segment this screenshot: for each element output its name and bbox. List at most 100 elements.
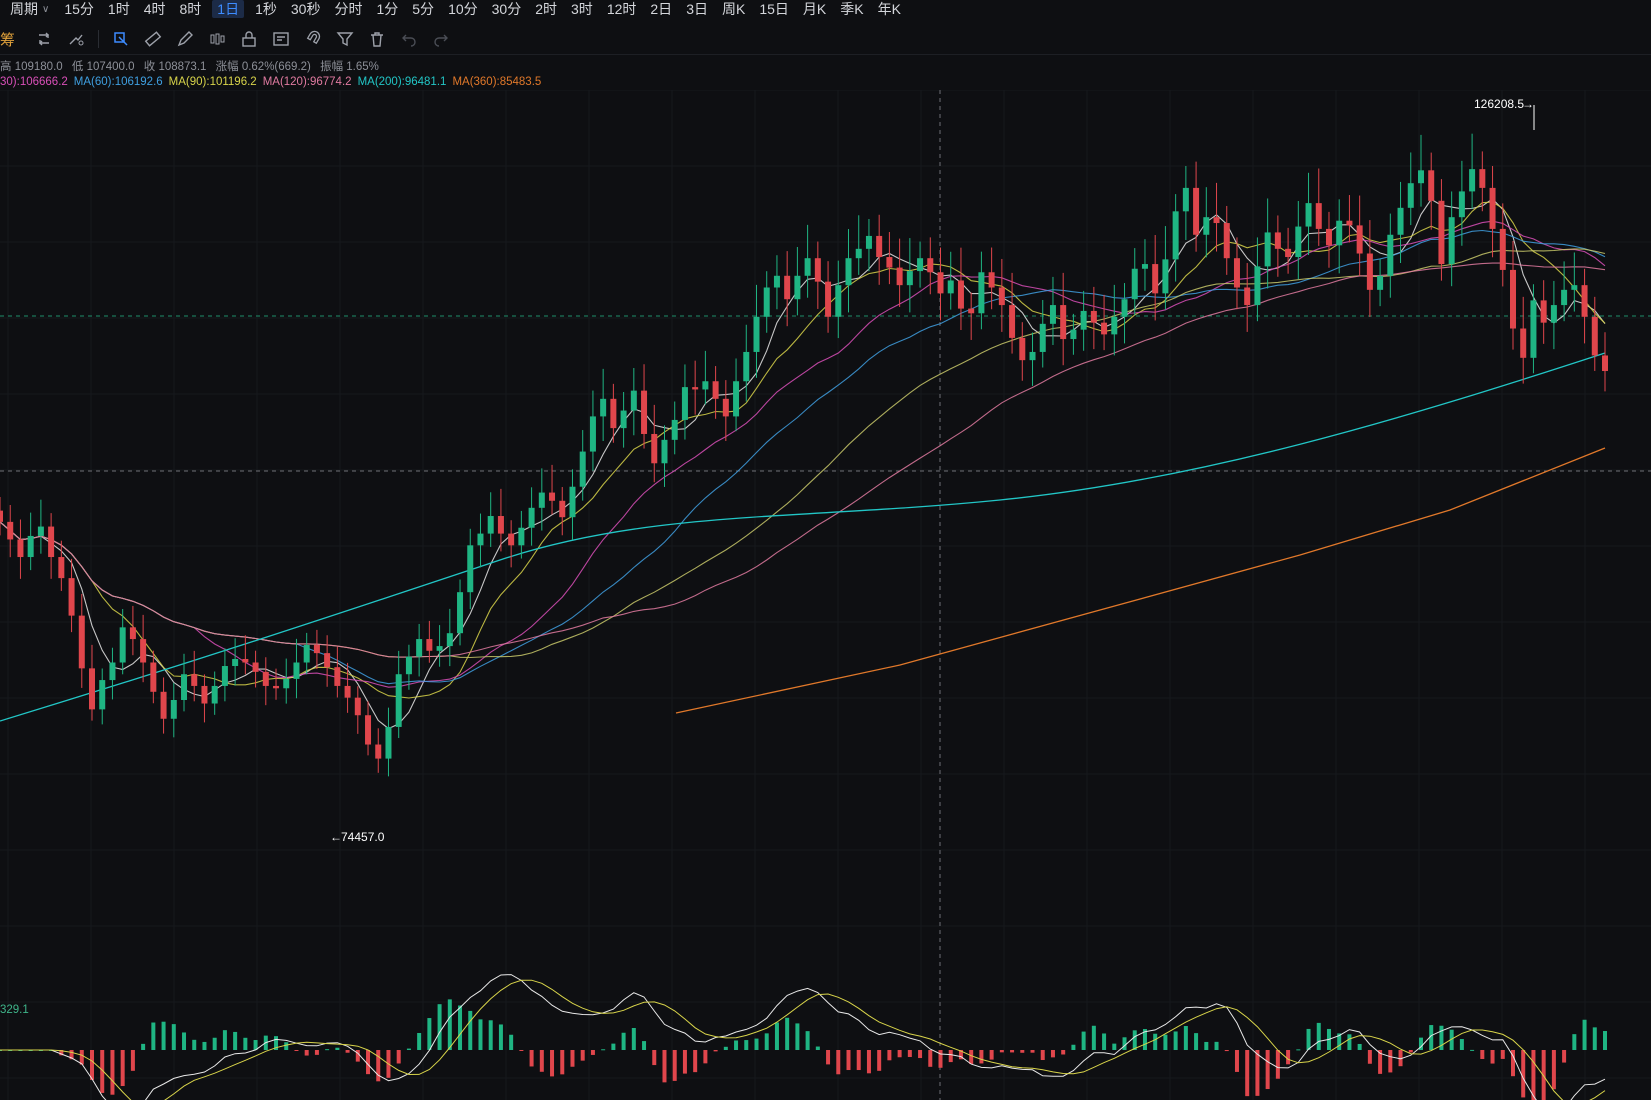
macd-bar xyxy=(652,1050,657,1066)
candle-body xyxy=(978,272,985,314)
macd-bar xyxy=(672,1050,677,1081)
candle-body xyxy=(538,492,545,508)
ma-line xyxy=(0,229,1606,685)
macd-bar xyxy=(969,1050,974,1064)
period-item[interactable]: 12时 xyxy=(606,1,637,17)
period-item[interactable]: 15分 xyxy=(64,1,94,17)
candle-body xyxy=(784,275,791,300)
chips-label[interactable]: 筹 xyxy=(0,31,14,49)
period-item[interactable]: 10分 xyxy=(448,1,478,17)
macd-bar xyxy=(958,1050,963,1060)
low-marker-arrow: ← xyxy=(330,830,342,844)
period-item[interactable]: 30秒 xyxy=(290,1,321,17)
macd-bar xyxy=(1214,1041,1219,1050)
candle-body xyxy=(1417,170,1424,184)
macd-bar xyxy=(682,1050,687,1074)
macd-bar xyxy=(202,1041,207,1050)
candle-body xyxy=(191,674,198,686)
period-item[interactable]: 5分 xyxy=(412,1,435,17)
macd-bar xyxy=(795,1023,800,1050)
candle-body xyxy=(569,486,576,518)
candle-icon[interactable] xyxy=(201,26,233,52)
macd-bar xyxy=(222,1030,227,1050)
candle-body xyxy=(181,674,188,700)
period-item[interactable]: 年K xyxy=(877,1,901,17)
macd-bar xyxy=(1418,1037,1423,1050)
ma-line xyxy=(0,248,1606,659)
undo-icon[interactable] xyxy=(393,26,425,52)
ma-legend-item: MA(90):101196.2 xyxy=(168,76,257,88)
refresh-icon[interactable] xyxy=(28,26,60,52)
period-dropdown[interactable]: 周期 ∨ xyxy=(10,0,49,19)
candle-body xyxy=(150,662,157,692)
period-item[interactable]: 1日 xyxy=(212,0,245,18)
candle-body xyxy=(293,662,300,679)
candle-body xyxy=(1479,169,1486,188)
ruler-icon[interactable] xyxy=(137,26,169,52)
candle-body xyxy=(1315,203,1322,229)
period-item[interactable]: 2时 xyxy=(535,1,558,17)
candle-body xyxy=(896,267,903,286)
candle-body xyxy=(129,627,136,640)
period-item[interactable]: 4时 xyxy=(143,1,166,17)
period-item[interactable]: 3日 xyxy=(686,1,708,17)
pen-icon[interactable] xyxy=(169,26,201,52)
magnet-icon[interactable] xyxy=(297,26,329,52)
settings-icon[interactable] xyxy=(60,26,92,52)
macd-bar xyxy=(1429,1025,1434,1050)
candle-body xyxy=(99,680,106,710)
candle-body xyxy=(395,674,402,727)
template-icon[interactable] xyxy=(265,26,297,52)
macd-bar xyxy=(1347,1034,1352,1050)
macd-bar xyxy=(478,1019,483,1050)
period-item[interactable]: 30分 xyxy=(491,1,522,17)
filter-icon[interactable] xyxy=(329,26,361,52)
period-item[interactable]: 3时 xyxy=(571,1,593,17)
delete-icon[interactable] xyxy=(361,26,393,52)
period-item[interactable]: 8时 xyxy=(179,1,202,17)
candle-body xyxy=(733,381,740,417)
macd-bar xyxy=(907,1050,912,1057)
period-item[interactable]: 1时 xyxy=(107,1,130,17)
candle-body xyxy=(201,685,208,704)
macd-bar xyxy=(274,1036,279,1050)
box-select-icon[interactable] xyxy=(105,26,137,52)
macd-bar xyxy=(1245,1050,1250,1097)
candle-body xyxy=(651,433,658,464)
candle-body xyxy=(1172,211,1179,260)
lock-icon[interactable] xyxy=(233,26,265,52)
candle-body xyxy=(7,521,14,540)
price-chart[interactable]: 126208.5 74457.0 ← → 329.1 xyxy=(0,90,1651,1100)
ohlc-info: 高 109180.0 低 107400.0 收 108873.1 涨幅 0.62… xyxy=(0,58,385,74)
period-item[interactable]: 季K xyxy=(840,1,864,17)
candle-body xyxy=(681,387,688,420)
macd-bar xyxy=(1234,1050,1239,1072)
macd-bar xyxy=(948,1050,953,1063)
period-item[interactable]: 15日 xyxy=(759,1,789,17)
candle-body xyxy=(1121,299,1128,317)
macd-bar xyxy=(1337,1033,1342,1050)
chart-canvas[interactable]: 126208.5 74457.0 ← → xyxy=(0,90,1651,1100)
candle-body xyxy=(324,653,331,668)
period-item[interactable]: 2日 xyxy=(650,1,673,17)
candle-body xyxy=(835,285,842,317)
macd-bar xyxy=(417,1032,422,1050)
candle-body xyxy=(825,281,832,317)
period-item[interactable]: 分时 xyxy=(334,1,363,17)
candle-body xyxy=(1244,287,1251,306)
macd-bar xyxy=(580,1050,585,1061)
period-item[interactable]: 月K xyxy=(802,1,827,17)
macd-bar xyxy=(1173,1031,1178,1050)
redo-icon[interactable] xyxy=(425,26,457,52)
period-item[interactable]: 1分 xyxy=(376,1,399,17)
macd-bar xyxy=(304,1050,309,1056)
period-item[interactable]: 1秒 xyxy=(255,1,277,17)
candle-body xyxy=(344,685,351,698)
candle-body xyxy=(865,235,872,249)
macd-bar xyxy=(335,1047,340,1050)
macd-bar xyxy=(723,1046,728,1050)
period-item[interactable]: 周K xyxy=(721,1,746,17)
candle-body xyxy=(1509,269,1516,329)
candle-body xyxy=(876,235,883,258)
candle-body xyxy=(1009,305,1016,338)
